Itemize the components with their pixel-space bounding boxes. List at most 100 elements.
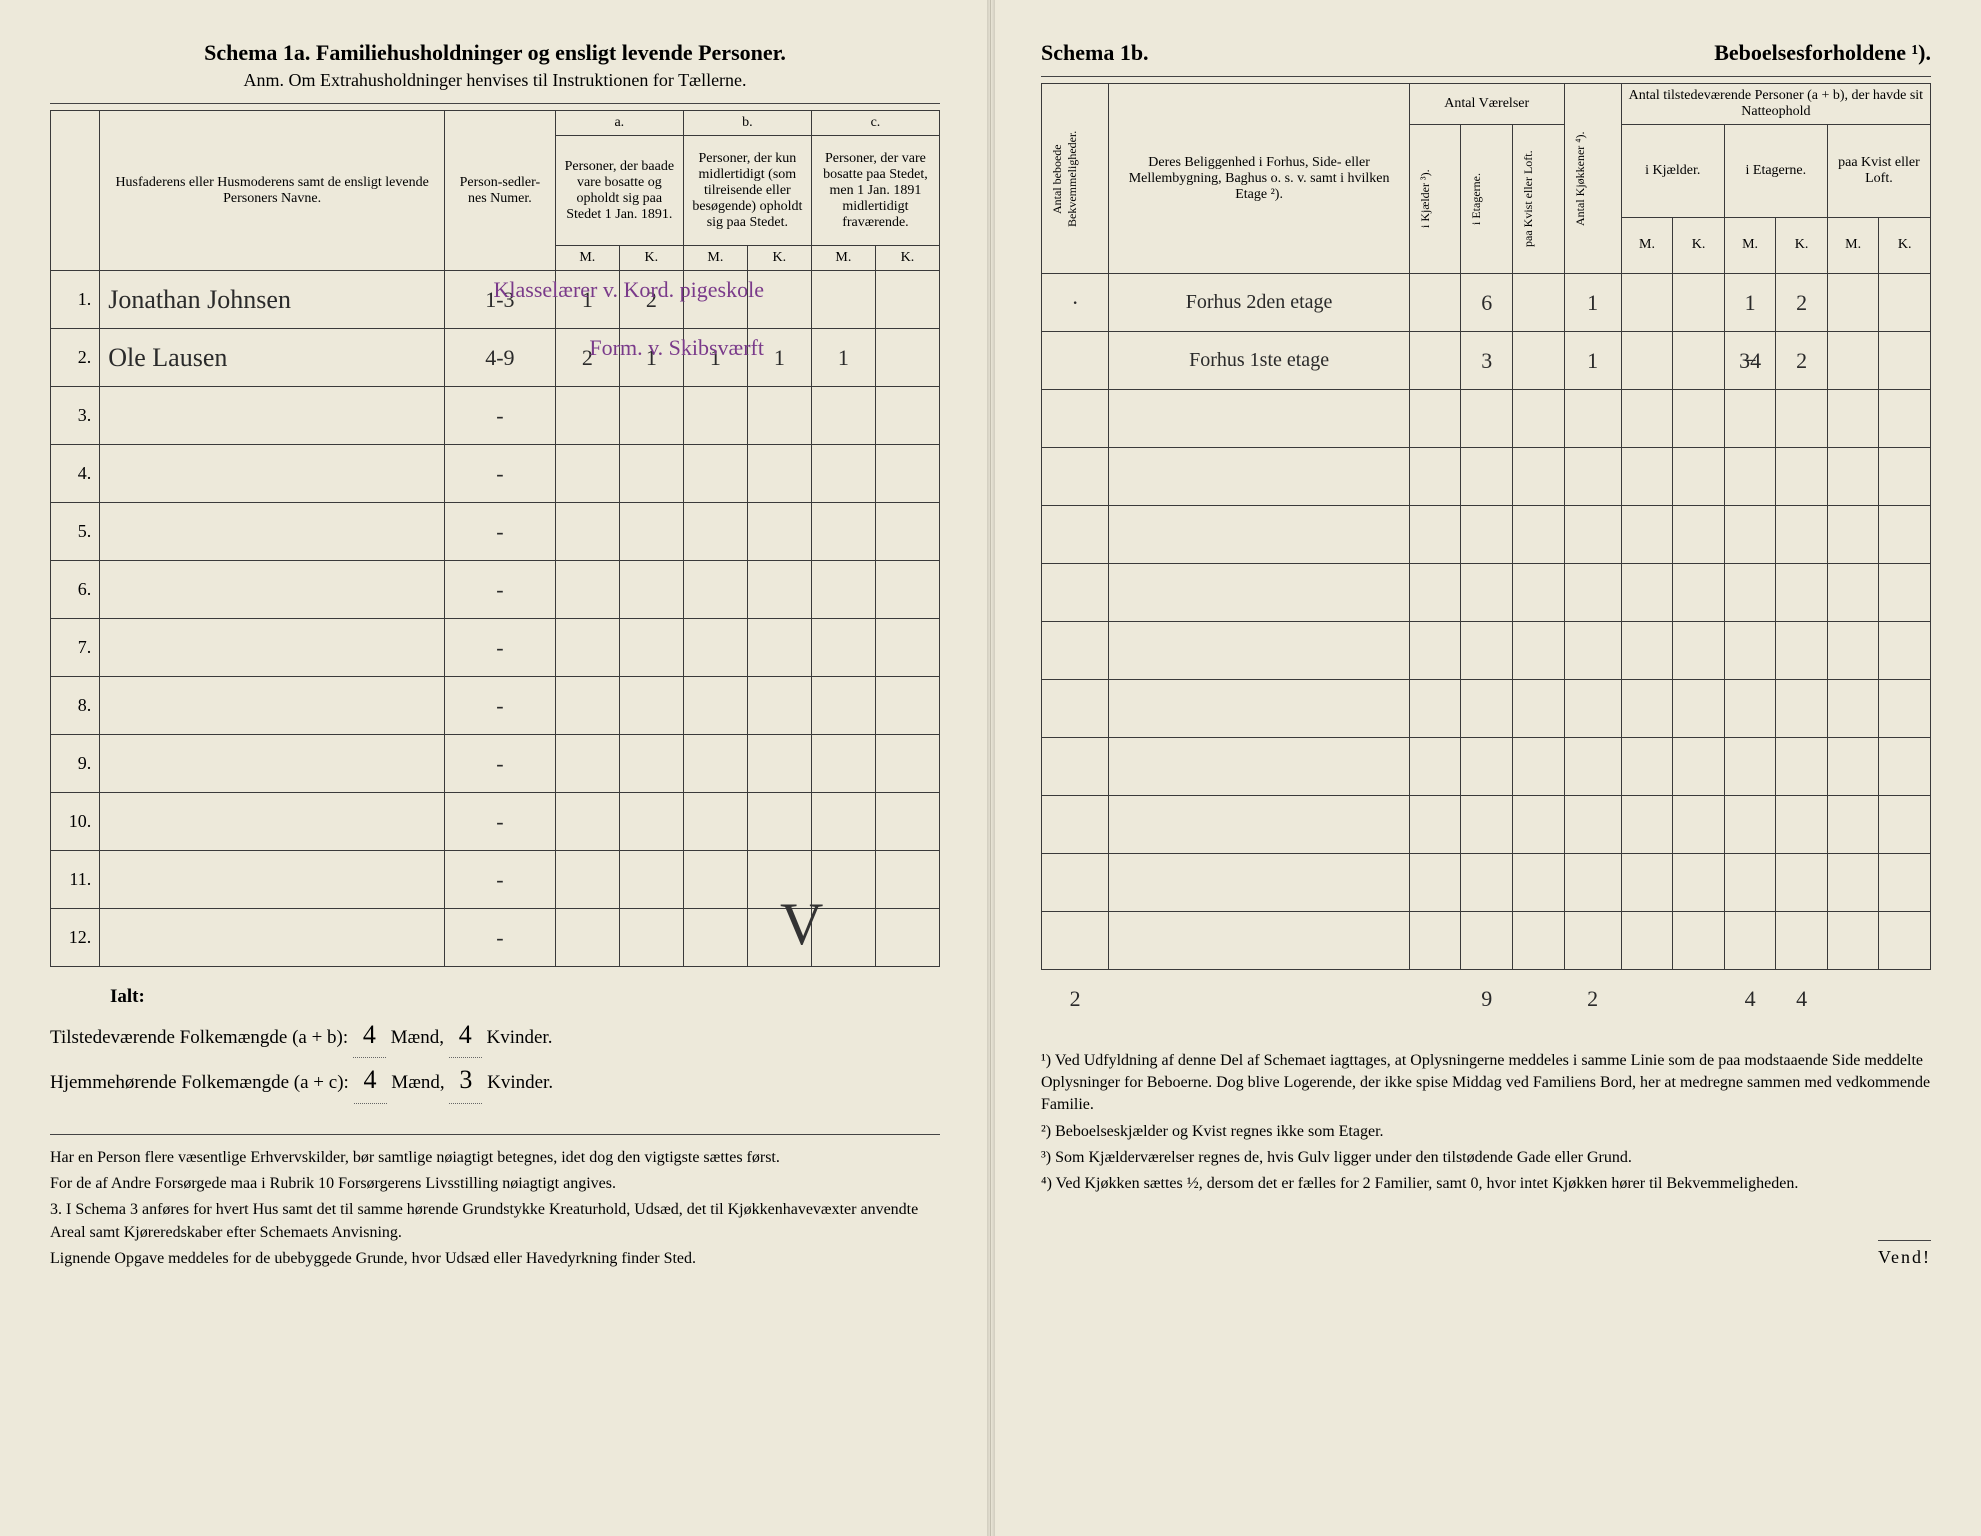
hjemme-k: 3 [449, 1058, 482, 1103]
divider [1041, 76, 1931, 77]
table-row [1042, 680, 1931, 738]
table-row: 9.- [51, 735, 940, 793]
bk-cell [747, 677, 811, 735]
col-m: M. [1621, 217, 1673, 273]
vk-cell [1409, 332, 1461, 390]
col-cm: M. [811, 246, 875, 271]
bekvem-cell: · [1042, 274, 1109, 332]
col-a-label: a. [555, 111, 683, 136]
bm-cell [683, 387, 747, 445]
col-ve: i Etagerne. [1467, 129, 1486, 269]
tot-bekvem: 2 [1042, 970, 1109, 1028]
bekvem-cell [1042, 332, 1109, 390]
cm-cell [811, 445, 875, 503]
bk-cell [747, 619, 811, 677]
tot-em: 4 [1724, 970, 1776, 1028]
cm-cell [811, 735, 875, 793]
bm-cell [683, 619, 747, 677]
table-row [1042, 564, 1931, 622]
ck-cell [875, 329, 939, 387]
col-bekvem: Antal beboede Bekvemmeligheder. [1048, 109, 1082, 249]
right-page: Schema 1b. Beboelsesforholdene ¹). Antal… [991, 0, 1981, 1536]
ck-cell [875, 445, 939, 503]
col-m: M. [1827, 217, 1879, 273]
vl-cell [1512, 332, 1564, 390]
rnote-2: ²) Beboelseskjælder og Kvist regnes ikke… [1041, 1121, 1931, 1143]
table-row: 10.- [51, 793, 940, 851]
ck-cell [875, 909, 939, 967]
divider [50, 103, 940, 104]
belig-cell: Forhus 2den etage [1109, 274, 1410, 332]
ck-cell [875, 677, 939, 735]
ak-cell [619, 503, 683, 561]
table-row: 8.- [51, 677, 940, 735]
am-cell [555, 619, 619, 677]
numer-cell: - [445, 619, 556, 677]
am-cell [555, 735, 619, 793]
kj-cell: 1 [1564, 332, 1621, 390]
bm-cell [683, 503, 747, 561]
occupation-note: Klasselærer v. Kord. pigeskole [494, 277, 764, 303]
bk-cell [747, 735, 811, 793]
schema-1b-title: Schema 1b. [1041, 40, 1149, 66]
em-cell: 3̶4 [1724, 332, 1776, 390]
ck-cell [875, 503, 939, 561]
am-cell [555, 561, 619, 619]
col-vl: paa Kvist eller Loft. [1519, 129, 1538, 269]
row-number: 3. [51, 387, 100, 445]
bk-cell [747, 793, 811, 851]
numer-cell: - [445, 909, 556, 967]
lm-cell [1827, 274, 1879, 332]
lk-cell [1879, 332, 1931, 390]
ck-cell [875, 735, 939, 793]
cm-cell [811, 793, 875, 851]
hjemme-label: Hjemmehørende Folkemængde (a + c): [50, 1072, 349, 1093]
numer-cell: - [445, 503, 556, 561]
row-number: 6. [51, 561, 100, 619]
table-row [1042, 622, 1931, 680]
row-number: 2. [51, 329, 100, 387]
ak-cell [619, 619, 683, 677]
numer-cell: 4-9 [445, 329, 556, 387]
col-am: M. [555, 246, 619, 271]
col-m: M. [1724, 217, 1776, 273]
ck-cell [875, 561, 939, 619]
col-c-label: c. [811, 111, 939, 136]
am-cell [555, 851, 619, 909]
am-cell [555, 677, 619, 735]
left-notes: Har en Person flere væsentlige Erhvervsk… [50, 1134, 940, 1271]
cm-cell [811, 677, 875, 735]
cm-cell [811, 271, 875, 329]
col-ck: K. [875, 246, 939, 271]
tot-ve: 9 [1461, 970, 1513, 1028]
col-name: Husfaderens eller Husmoderens samt de en… [100, 111, 445, 271]
tilstede-k: 4 [449, 1013, 482, 1058]
table-row: Forhus 1ste etage313̶42 [1042, 332, 1931, 390]
col-bm: M. [683, 246, 747, 271]
kvinder-label: Kvinder. [486, 1027, 552, 1048]
table-row: 7.- [51, 619, 940, 677]
maend-label: Mænd, [391, 1027, 444, 1048]
cm-cell [811, 561, 875, 619]
table-row [1042, 448, 1931, 506]
table-row: 2.Ole LausenForm. v. Skibsværft4-921111 [51, 329, 940, 387]
numer-cell: - [445, 851, 556, 909]
numer-cell: - [445, 387, 556, 445]
numer-cell: - [445, 677, 556, 735]
col-numer: Person-sedler-nes Numer. [445, 111, 556, 271]
col-b: Personer, der kun midlertidigt (som tilr… [683, 136, 811, 246]
table-row [1042, 738, 1931, 796]
left-page: Schema 1a. Familiehusholdninger og ensli… [0, 0, 991, 1536]
bm-cell [683, 677, 747, 735]
ek-cell: 2 [1776, 274, 1828, 332]
rnote-3: ³) Som Kjælderværelser regnes de, hvis G… [1041, 1147, 1931, 1169]
numer-cell: - [445, 445, 556, 503]
table-row [1042, 854, 1931, 912]
summary-block: Ialt: Tilstedeværende Folkemængde (a + b… [50, 981, 940, 1104]
name-cell [100, 909, 445, 967]
col-paakvist: paa Kvist eller Loft. [1827, 125, 1930, 218]
schema-1a-title: Schema 1a. Familiehusholdninger og ensli… [50, 40, 940, 66]
book-spine [987, 0, 995, 1536]
tot-kj: 2 [1564, 970, 1621, 1028]
am-cell [555, 909, 619, 967]
